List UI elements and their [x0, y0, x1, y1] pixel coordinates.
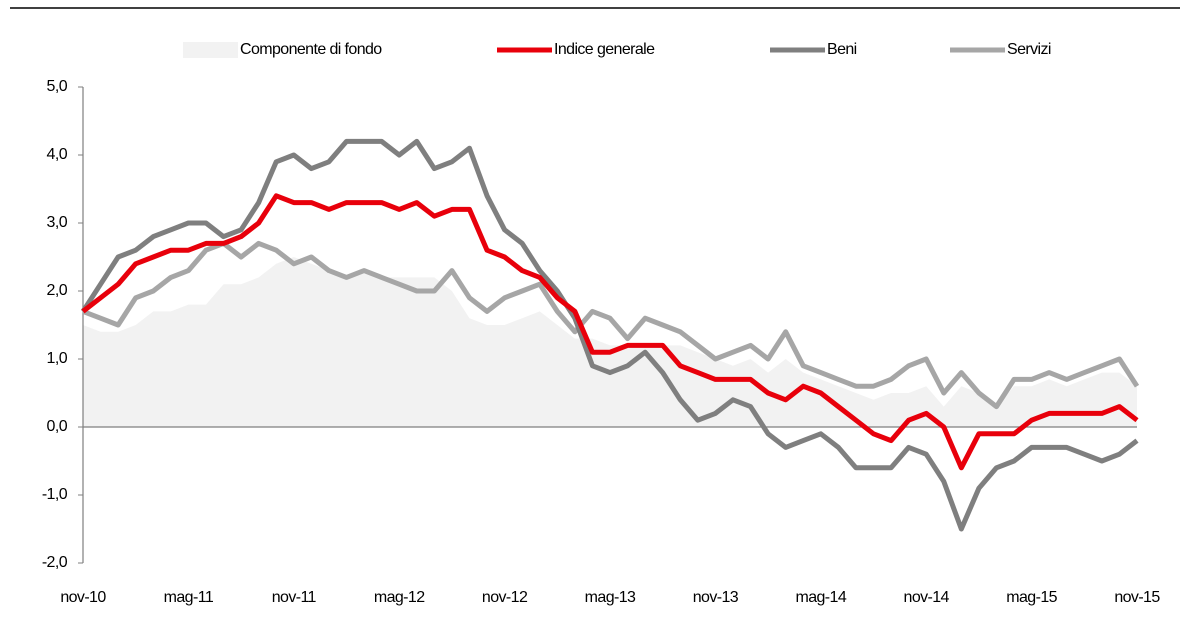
x-tick-label: mag-11	[164, 589, 214, 606]
legend-label: Indice generale	[554, 41, 655, 58]
legend-label: Componente di fondo	[240, 41, 382, 58]
line	[82, 240, 1140, 410]
y-tick-label: 3,0	[47, 214, 68, 231]
y-tick-label: 1,0	[47, 350, 68, 367]
y-tick-label: 4,0	[47, 146, 68, 163]
y-tick-label: -2,0	[42, 554, 68, 571]
y-tick-label: 2,0	[47, 282, 68, 299]
legend-label: Beni	[827, 41, 857, 58]
y-tick-label: -1,0	[42, 486, 68, 503]
line	[81, 193, 1139, 471]
x-tick-label: nov-12	[482, 589, 528, 606]
x-tick-label: mag-13	[585, 589, 636, 606]
x-tick-label: nov-11	[272, 589, 317, 606]
y-tick-label: 0,0	[47, 418, 68, 435]
x-tick-label: nov-13	[693, 589, 739, 606]
x-tick-label: nov-10	[60, 589, 106, 606]
line	[80, 138, 1139, 532]
y-tick-label: 5,0	[47, 78, 68, 95]
x-tick-label: nov-15	[1114, 589, 1160, 606]
x-tick-label: mag-14	[795, 589, 846, 606]
x-tick-label: mag-12	[374, 589, 425, 606]
legend-label: Servizi	[1007, 41, 1051, 58]
legend-swatch	[183, 42, 238, 58]
area	[83, 257, 1137, 427]
x-tick-label: mag-15	[1006, 589, 1057, 606]
x-tick-label: nov-14	[904, 589, 950, 606]
